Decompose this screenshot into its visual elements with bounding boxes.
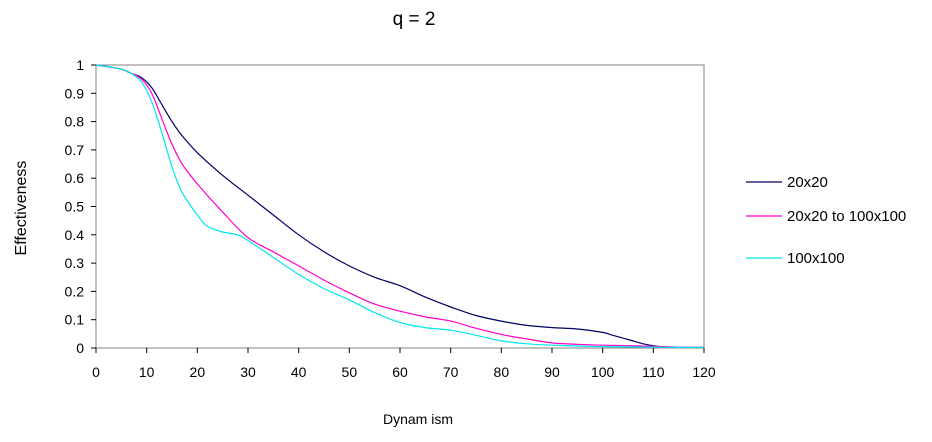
y-tick-label: 0 — [76, 340, 84, 356]
plot-area-frame — [95, 64, 705, 349]
x-tick-label: 80 — [494, 364, 510, 380]
x-tick-label: 90 — [544, 364, 560, 380]
x-tick-label: 0 — [92, 364, 100, 380]
y-tick-label: 0.6 — [65, 170, 85, 186]
legend-item: 20x20 — [746, 174, 828, 191]
x-tick-label: 20 — [190, 364, 206, 380]
x-tick-label: 100 — [591, 364, 615, 380]
x-tick-label: 110 — [642, 364, 665, 380]
x-tick-label: 120 — [692, 364, 716, 380]
x-tick-label: 30 — [240, 364, 256, 380]
legend: 20x20 20x20 to 100x100 100x100 — [746, 174, 906, 267]
x-axis-label: Dynam ism — [383, 411, 453, 427]
x-tick-label: 50 — [342, 364, 358, 380]
y-tick-label: 0.5 — [65, 199, 85, 215]
y-tick-label: 0.7 — [65, 142, 85, 158]
y-tick-label: 1 — [76, 57, 84, 73]
y-tick-label: 0.2 — [65, 283, 85, 299]
legend-label: 20x20 to 100x100 — [787, 208, 906, 225]
y-tick-label: 0.1 — [65, 312, 85, 328]
legend-item: 100x100 — [746, 250, 845, 267]
legend-label: 20x20 — [787, 174, 828, 191]
series-lines — [95, 64, 705, 349]
y-tick-label: 0.4 — [65, 227, 85, 243]
y-tick-label: 0.3 — [65, 255, 85, 271]
y-axis: 0 0.1 0.2 0.3 0.4 0.5 0.6 0.7 0.8 0.9 1 — [65, 57, 96, 356]
x-tick-label: 60 — [392, 364, 408, 380]
series-line-100x100 — [95, 64, 705, 349]
legend-label: 100x100 — [787, 250, 845, 267]
y-axis-label: Effectiveness — [13, 161, 30, 256]
series-line-20x20 — [95, 64, 705, 349]
x-tick-label: 10 — [139, 364, 155, 380]
x-tick-label: 40 — [291, 364, 307, 380]
x-axis: 0 10 20 30 40 50 60 70 80 90 100 110 120 — [92, 348, 716, 380]
y-tick-label: 0.9 — [65, 85, 85, 101]
x-tick-label: 70 — [443, 364, 459, 380]
legend-item: 20x20 to 100x100 — [746, 208, 906, 225]
chart-title: q = 2 — [393, 9, 436, 30]
y-tick-label: 0.8 — [65, 114, 85, 130]
series-line-20x20-to-100x100 — [95, 64, 705, 348]
